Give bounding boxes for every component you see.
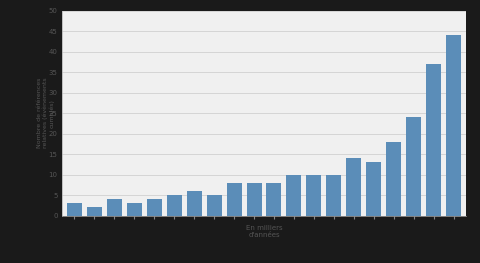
Bar (206, 195, 222, 216)
Bar (306, 175, 322, 216)
Bar (446, 35, 461, 216)
Bar (147, 199, 162, 216)
Y-axis label: Nombre de références
relatives (évènements
cumulés): Nombre de références relatives (évènemen… (37, 78, 55, 148)
Bar (426, 64, 441, 216)
Bar (386, 142, 401, 216)
Bar (167, 195, 181, 216)
Bar (266, 183, 281, 216)
Bar (87, 208, 102, 216)
Bar (127, 203, 142, 216)
Bar (187, 191, 202, 216)
Bar (227, 183, 241, 216)
Bar (326, 175, 341, 216)
X-axis label: En milliers
d'années: En milliers d'années (246, 225, 282, 238)
Bar (67, 203, 82, 216)
Bar (406, 117, 421, 216)
Bar (107, 199, 122, 216)
Bar (347, 158, 361, 216)
Bar (287, 175, 301, 216)
Bar (366, 162, 381, 216)
Bar (247, 183, 262, 216)
